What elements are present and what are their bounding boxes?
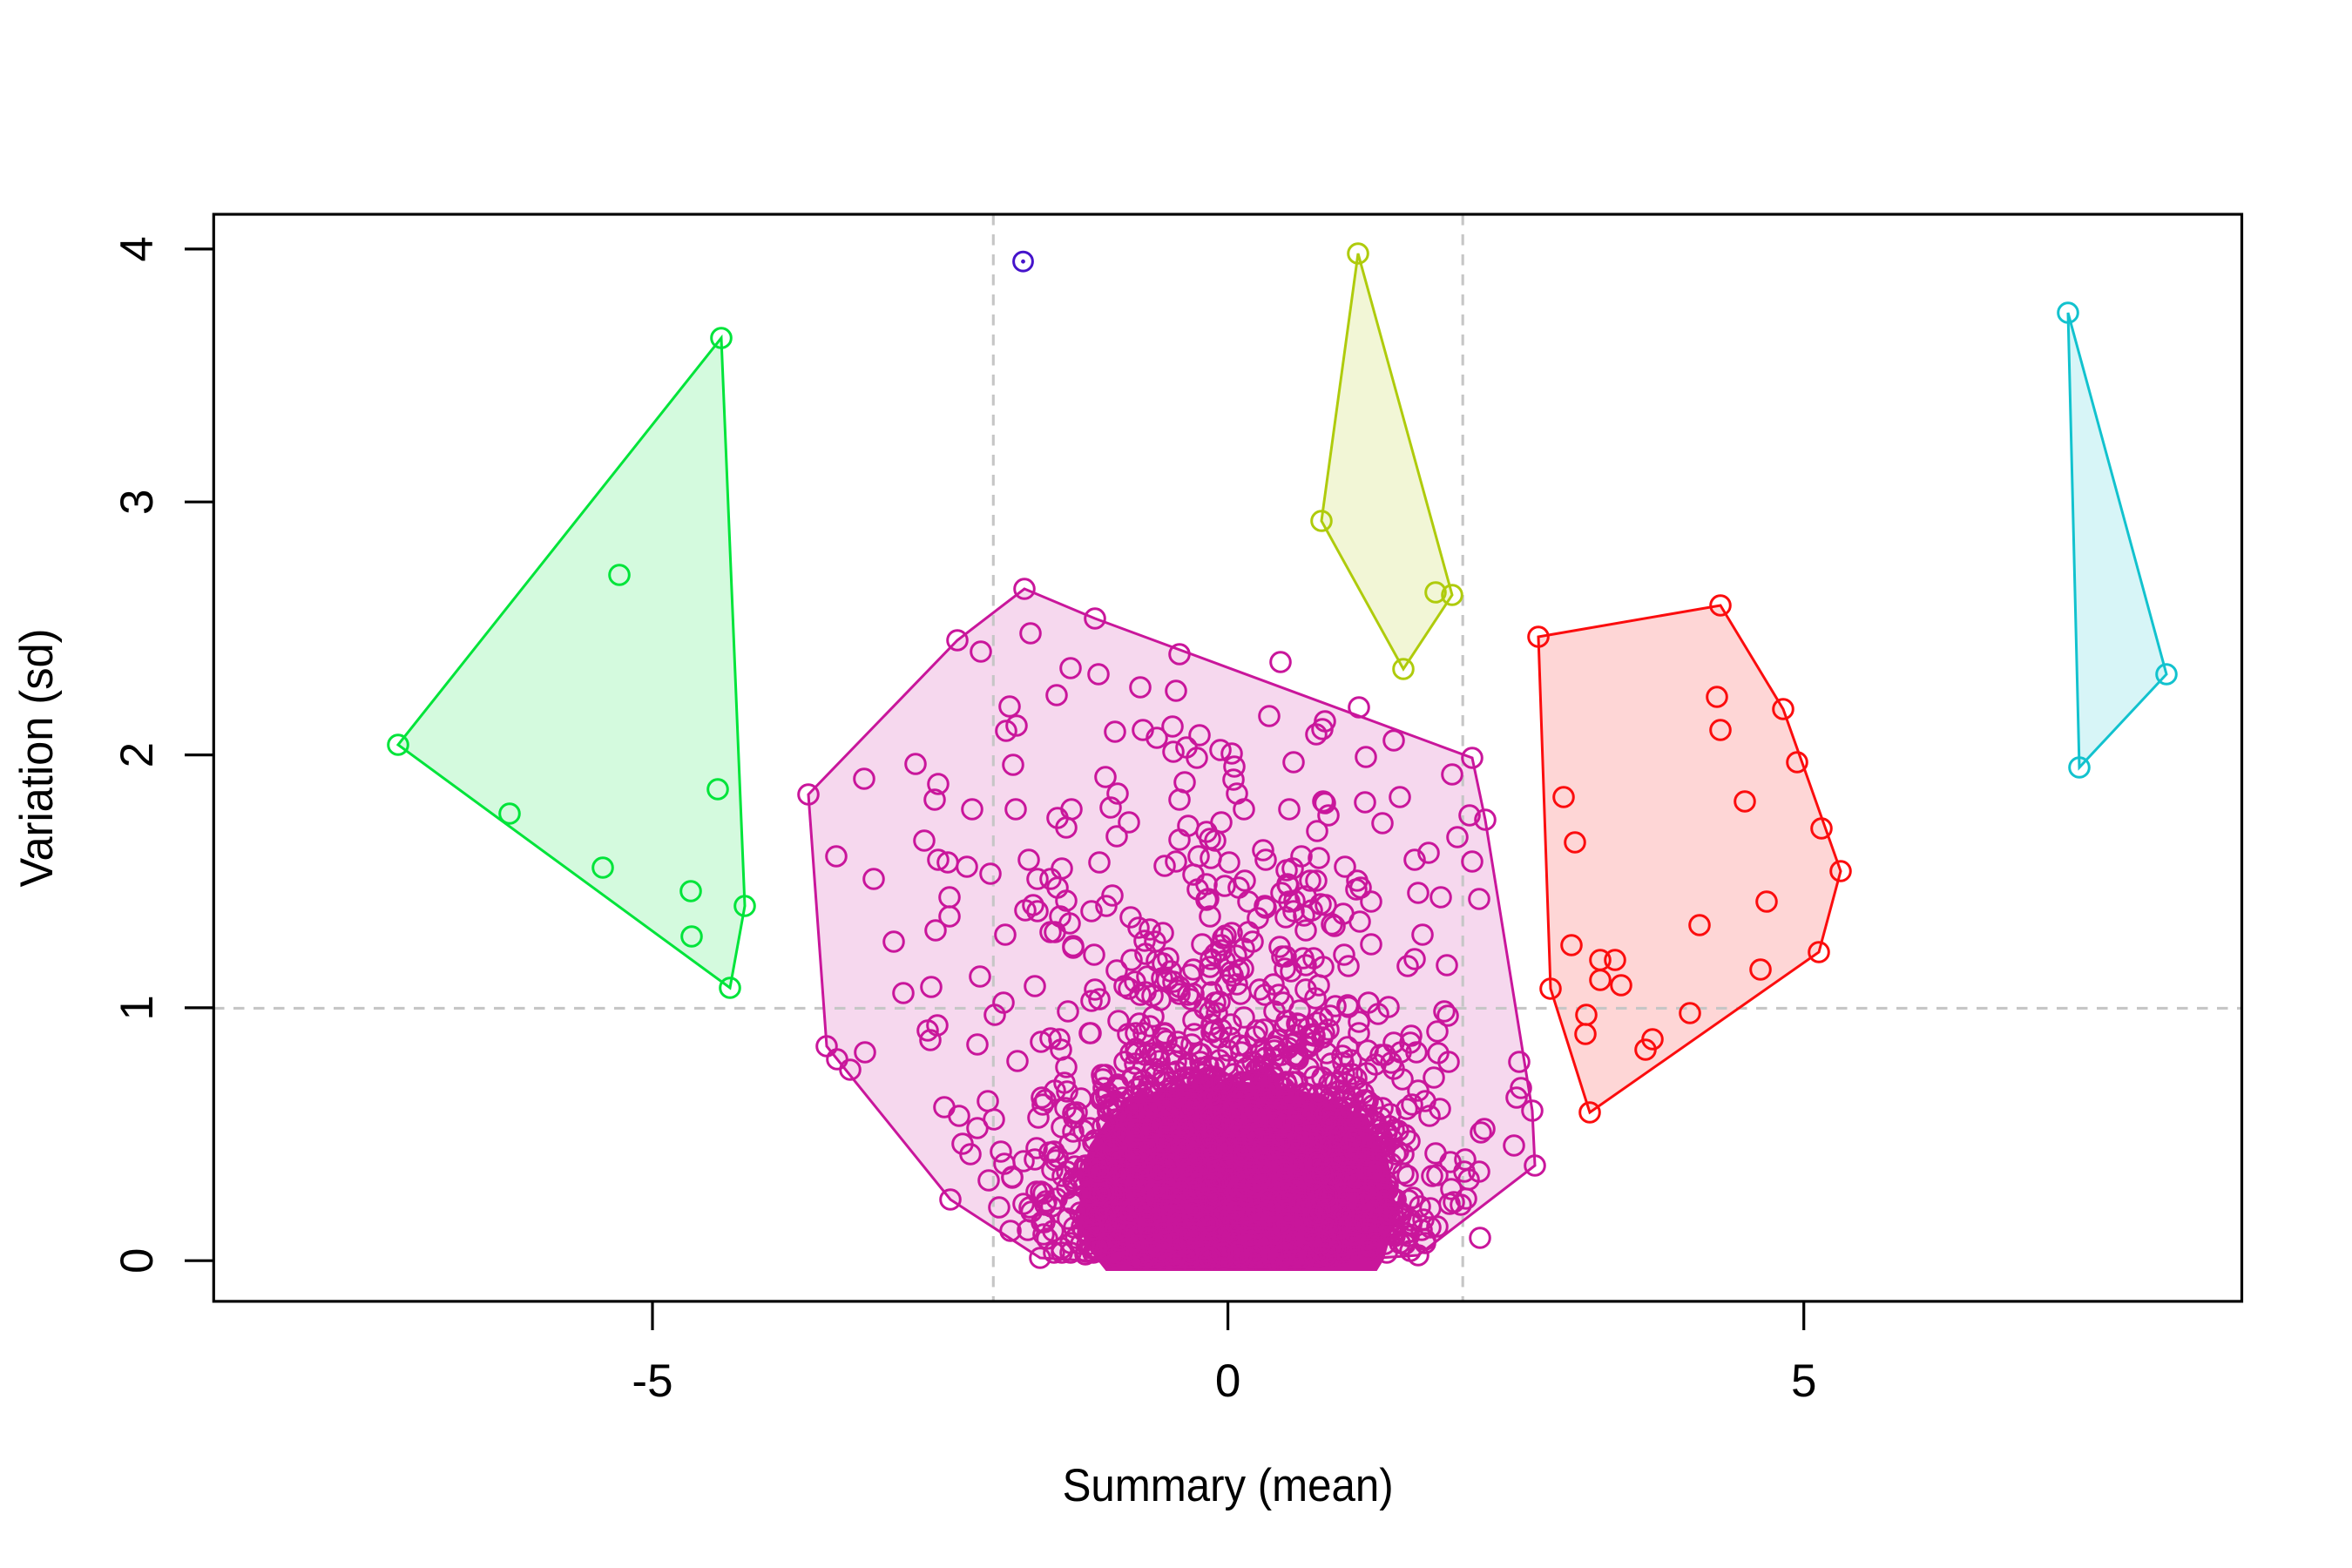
svg-text:2: 2 [112,742,163,767]
svg-text:4: 4 [112,236,163,261]
svg-text:Variation (sd): Variation (sd) [11,629,63,888]
svg-text:Summary (mean): Summary (mean) [1063,1460,1394,1511]
svg-text:0: 0 [1215,1355,1240,1407]
svg-text:3: 3 [112,489,163,514]
svg-text:5: 5 [1791,1355,1816,1407]
svg-text:1: 1 [112,995,163,1020]
svg-text:-5: -5 [632,1355,672,1407]
svg-text:0: 0 [112,1247,163,1273]
